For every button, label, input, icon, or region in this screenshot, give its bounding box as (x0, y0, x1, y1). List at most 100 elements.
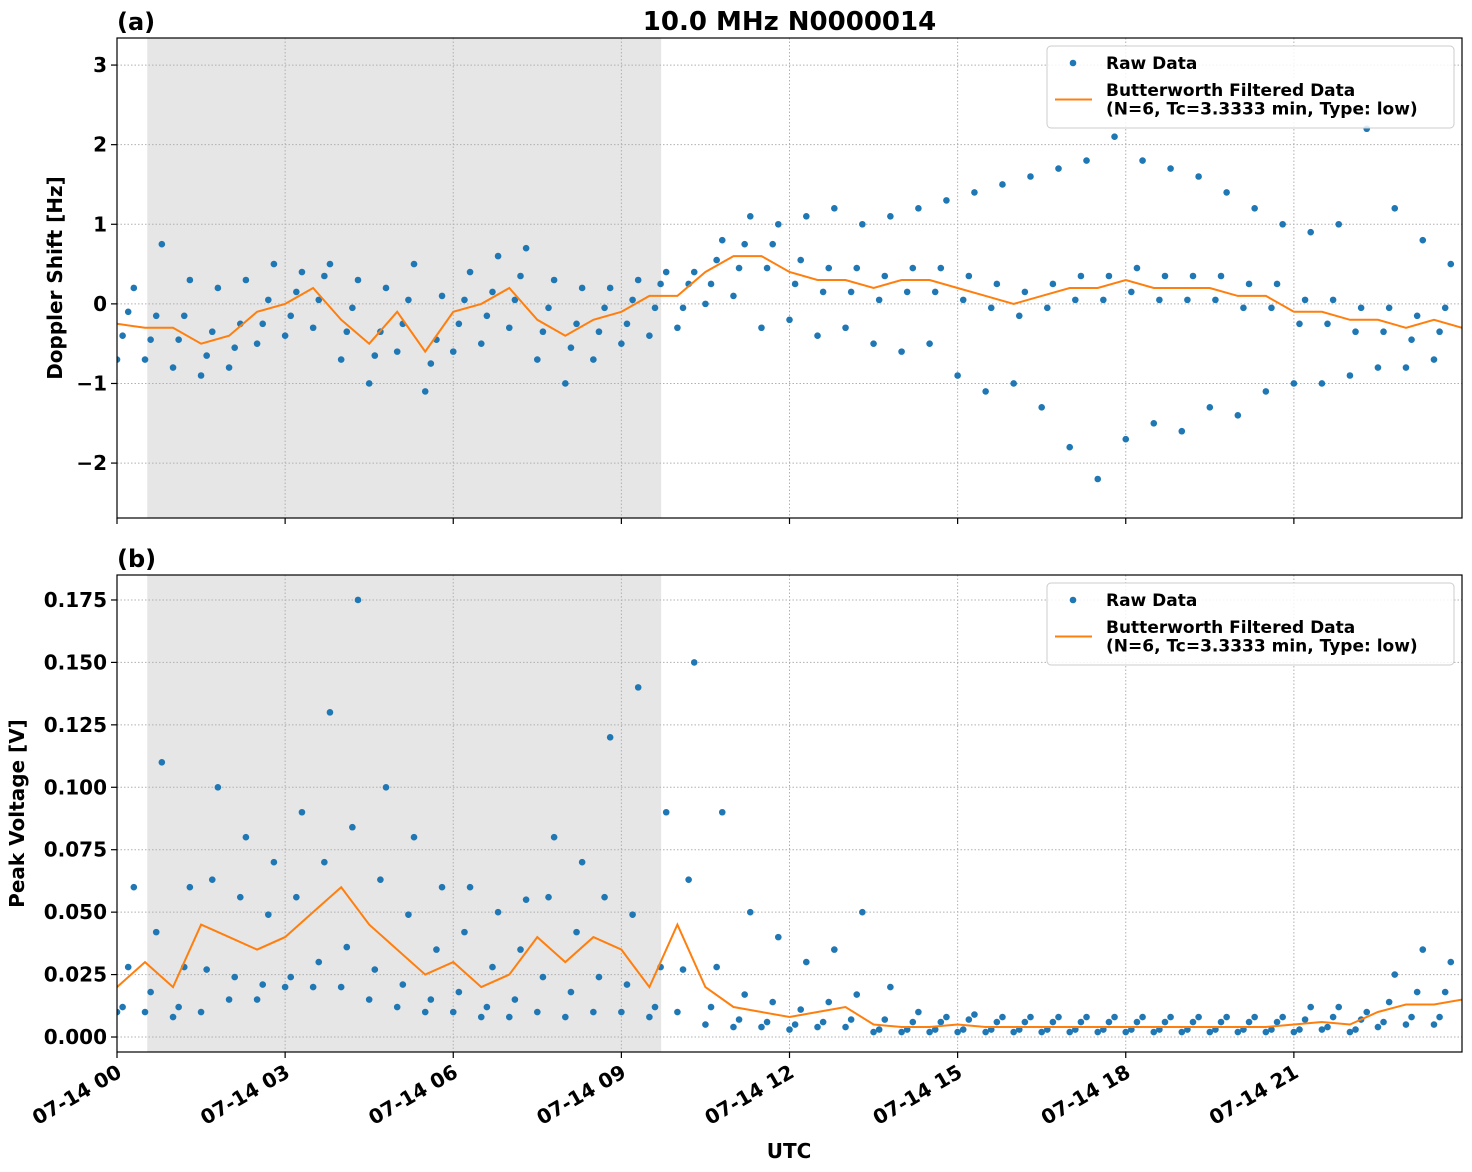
raw-point (1402, 364, 1410, 371)
raw-point (1049, 280, 1057, 288)
raw-point (1279, 1013, 1286, 1021)
raw-point (427, 996, 435, 1003)
raw-point (797, 1006, 805, 1013)
raw-point (987, 304, 995, 312)
raw-point (130, 284, 138, 292)
raw-point (231, 344, 238, 351)
raw-point (1128, 288, 1135, 296)
raw-point (646, 1013, 653, 1021)
raw-point (1195, 173, 1202, 180)
raw-point (309, 324, 317, 332)
raw-point (483, 312, 491, 320)
panel-label: (a) (117, 8, 155, 36)
raw-point (1363, 1008, 1371, 1016)
data-area (117, 125, 1462, 483)
raw-point (831, 205, 838, 212)
raw-point (735, 264, 743, 272)
raw-point (410, 833, 418, 841)
raw-point (713, 963, 720, 971)
raw-point (1049, 1018, 1057, 1026)
raw-point (909, 1018, 917, 1026)
raw-point (382, 284, 390, 292)
raw-point (662, 808, 670, 816)
y-tick-label: 0.050 (44, 900, 107, 924)
raw-point (819, 1018, 827, 1026)
shaded-span (147, 575, 662, 1052)
raw-point (903, 288, 911, 296)
raw-point (707, 1003, 715, 1011)
raw-point (915, 1008, 922, 1016)
raw-point (943, 1013, 950, 1021)
raw-point (1245, 280, 1253, 288)
raw-point (1324, 1023, 1331, 1031)
raw-point (236, 893, 244, 901)
raw-point (803, 213, 810, 220)
raw-point (937, 1018, 945, 1026)
raw-point (853, 264, 861, 272)
raw-point (169, 364, 177, 371)
raw-point (270, 858, 278, 866)
legend-label: Butterworth Filtered Data (N=6, Tc=3.3333… (1106, 618, 1418, 657)
raw-point (1441, 304, 1449, 312)
raw-point (119, 332, 126, 340)
x-tick-label: 07-14 03 (196, 1060, 294, 1130)
raw-point (679, 304, 687, 312)
raw-point (119, 1003, 126, 1011)
raw-point (735, 1016, 743, 1023)
raw-point (225, 996, 233, 1003)
x-tick-label: 07-14 15 (869, 1060, 967, 1130)
raw-point (522, 244, 530, 252)
raw-point (1374, 1023, 1382, 1031)
raw-point (438, 292, 446, 300)
raw-point (225, 364, 233, 371)
raw-point (567, 988, 575, 996)
raw-point (887, 983, 894, 991)
raw-point (1245, 1018, 1253, 1026)
raw-point (489, 963, 496, 971)
legend-box (1046, 582, 1455, 666)
raw-point (562, 1013, 569, 1021)
raw-point (887, 213, 894, 220)
raw-point (1161, 272, 1169, 280)
raw-point (326, 260, 334, 268)
raw-point (393, 348, 401, 355)
raw-point (208, 876, 216, 883)
raw-point (545, 304, 552, 312)
raw-point (562, 380, 569, 387)
y-tick-label: 0.025 (44, 963, 107, 987)
raw-point (1055, 165, 1062, 172)
raw-point (690, 268, 698, 276)
raw-point (152, 928, 160, 936)
raw-point (293, 893, 300, 901)
raw-point (124, 963, 132, 971)
raw-point (769, 240, 776, 248)
raw-point (954, 372, 961, 379)
y-tick-label: 3 (93, 53, 107, 77)
raw-point (791, 1021, 799, 1028)
raw-point (1015, 312, 1023, 320)
raw-point (433, 946, 440, 953)
x-tick-label: 07-14 21 (1205, 1060, 1303, 1130)
raw-point (1335, 220, 1343, 228)
raw-point (1206, 404, 1214, 411)
raw-point (321, 858, 328, 866)
raw-point (349, 823, 356, 831)
raw-point (214, 783, 222, 791)
raw-point (354, 276, 362, 284)
raw-point (999, 181, 1006, 188)
raw-point (1391, 971, 1399, 978)
raw-point (1105, 272, 1113, 280)
raw-point (1223, 1013, 1230, 1021)
legend-box (1046, 45, 1455, 129)
raw-point (791, 280, 799, 288)
raw-point (1352, 328, 1359, 336)
raw-point (1167, 1013, 1174, 1021)
raw-point (534, 356, 541, 363)
raw-point (158, 759, 166, 766)
raw-point (298, 808, 306, 816)
raw-point (999, 1013, 1006, 1021)
raw-point (763, 264, 771, 272)
raw-point (1027, 173, 1034, 180)
raw-point (1290, 1028, 1298, 1036)
